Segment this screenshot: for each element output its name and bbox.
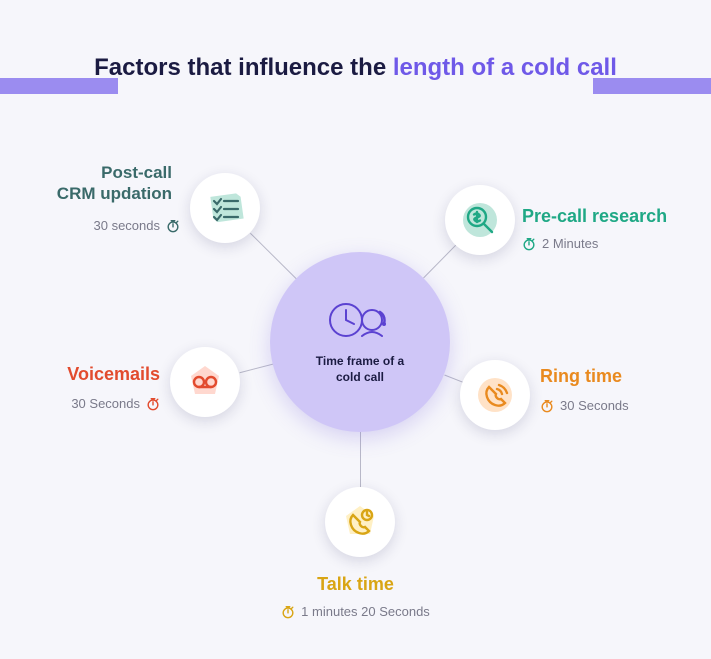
- label-crm: Post-callCRM updation: [57, 162, 172, 205]
- label-voicemails: Voicemails: [67, 363, 160, 386]
- node-crm: [190, 173, 260, 243]
- spoke-talk: [360, 432, 361, 487]
- spoke-voicemails: [239, 364, 273, 374]
- spoke-crm: [250, 232, 297, 279]
- label-research: Pre-call research: [522, 205, 667, 228]
- magnify-dollar-icon: [460, 200, 500, 240]
- node-talk: [325, 487, 395, 557]
- diagram-stage: Time frame of a cold call Post-callCRM u…: [0, 0, 711, 659]
- checklist-icon: [206, 189, 244, 227]
- voicemail-icon: [185, 362, 225, 402]
- time-voicemails: 30 Seconds: [71, 396, 160, 411]
- time-research: 2 Minutes: [522, 236, 598, 251]
- ring-icon: [475, 375, 515, 415]
- talk-time-icon: [340, 502, 380, 542]
- spoke-ring: [444, 374, 463, 382]
- time-crm: 30 seconds: [94, 218, 181, 233]
- time-frame-icon: [328, 298, 392, 346]
- label-ring: Ring time: [540, 365, 622, 388]
- time-ring: 30 Seconds: [540, 398, 629, 413]
- node-ring: [460, 360, 530, 430]
- time-talk: 1 minutes 20 Seconds: [0, 604, 711, 619]
- center-label: Time frame of a cold call: [305, 354, 415, 385]
- node-voicemails: [170, 347, 240, 417]
- node-research: [445, 185, 515, 255]
- center-hub: Time frame of a cold call: [270, 252, 450, 432]
- label-talk: Talk time: [0, 573, 711, 596]
- spoke-research: [423, 245, 456, 279]
